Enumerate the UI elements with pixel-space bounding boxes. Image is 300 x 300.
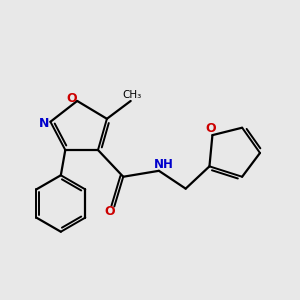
Text: O: O (105, 205, 115, 218)
Text: N: N (39, 117, 50, 130)
Text: O: O (67, 92, 77, 105)
Text: CH₃: CH₃ (122, 90, 142, 100)
Text: O: O (206, 122, 216, 135)
Text: NH: NH (154, 158, 174, 171)
